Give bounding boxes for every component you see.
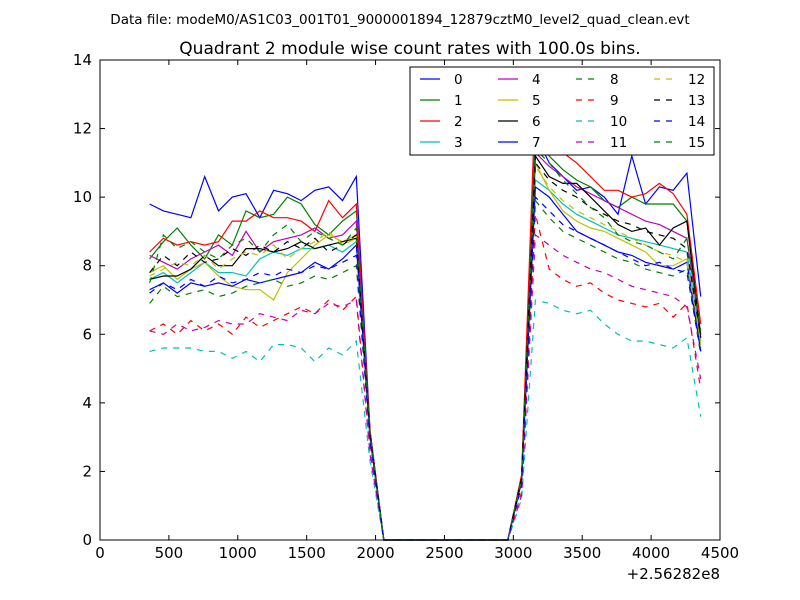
- x-tick-label: 500: [155, 544, 184, 562]
- legend-label-9: 9: [610, 93, 619, 109]
- legend-label-8: 8: [610, 72, 619, 88]
- series-line-5: [149, 160, 702, 541]
- series-line-10: [149, 299, 702, 541]
- legend-label-15: 15: [688, 135, 705, 151]
- series-line-0: [149, 135, 702, 541]
- x-tick-label: 2500: [425, 544, 463, 562]
- series-line-14: [149, 195, 702, 541]
- series-layer: [149, 97, 702, 541]
- y-tick-label: 2: [82, 462, 92, 480]
- legend-box: [409, 66, 715, 156]
- plot-frame: [99, 59, 721, 541]
- legend-label-2: 2: [454, 114, 463, 130]
- legend-label-3: 3: [454, 135, 463, 151]
- x-tick-label: 2000: [356, 544, 394, 562]
- legend-label-5: 5: [532, 93, 541, 109]
- axes-layer: 0 500 1000 1500 2000 2500 3000 3500 4000 4500 0 2 4 6…: [73, 51, 739, 562]
- series-line-1: [149, 129, 702, 541]
- x-tick-label: 3500: [563, 544, 601, 562]
- series-line-2: [149, 97, 702, 541]
- x-tick-label: 0: [95, 544, 105, 562]
- legend-label-14: 14: [688, 114, 705, 130]
- legend-label-4: 4: [532, 72, 541, 88]
- legend-label-0: 0: [454, 72, 463, 88]
- chart-suptitle: Data file: modeM0/AS1C03_001T01_90000018…: [110, 12, 689, 28]
- legend-label-10: 10: [610, 114, 627, 130]
- chart-title: Quadrant 2 module wise count rates with …: [179, 39, 640, 59]
- x-tick-label: 3000: [494, 544, 532, 562]
- y-tick-label: 14: [73, 51, 92, 69]
- y-tick-label: 8: [82, 257, 92, 275]
- legend-label-7: 7: [532, 135, 541, 151]
- y-tick-label: 6: [82, 325, 92, 343]
- y-tick-label: 12: [73, 120, 92, 138]
- y-tick-label: 10: [73, 188, 92, 206]
- legend-label-6: 6: [532, 114, 541, 130]
- y-tick-label: 0: [82, 531, 92, 549]
- series-line-4: [149, 151, 702, 541]
- x-tick-label: 4000: [632, 544, 670, 562]
- series-line-9: [149, 214, 702, 541]
- x-tick-label: 4500: [701, 544, 739, 562]
- series-line-7: [149, 185, 702, 541]
- series-line-11: [149, 233, 702, 541]
- series-line-12: [149, 164, 702, 541]
- legend-label-11: 11: [610, 135, 627, 151]
- x-offset-label: +2.56282e8: [627, 565, 720, 583]
- legend-label-1: 1: [454, 93, 463, 109]
- x-tick-label: 1500: [288, 544, 326, 562]
- y-tick-label: 4: [82, 394, 92, 412]
- legend-label-13: 13: [688, 93, 705, 109]
- series-line-15: [149, 147, 702, 541]
- x-tick-label: 1000: [219, 544, 257, 562]
- legend-label-12: 12: [688, 72, 705, 88]
- series-line-13: [149, 161, 702, 541]
